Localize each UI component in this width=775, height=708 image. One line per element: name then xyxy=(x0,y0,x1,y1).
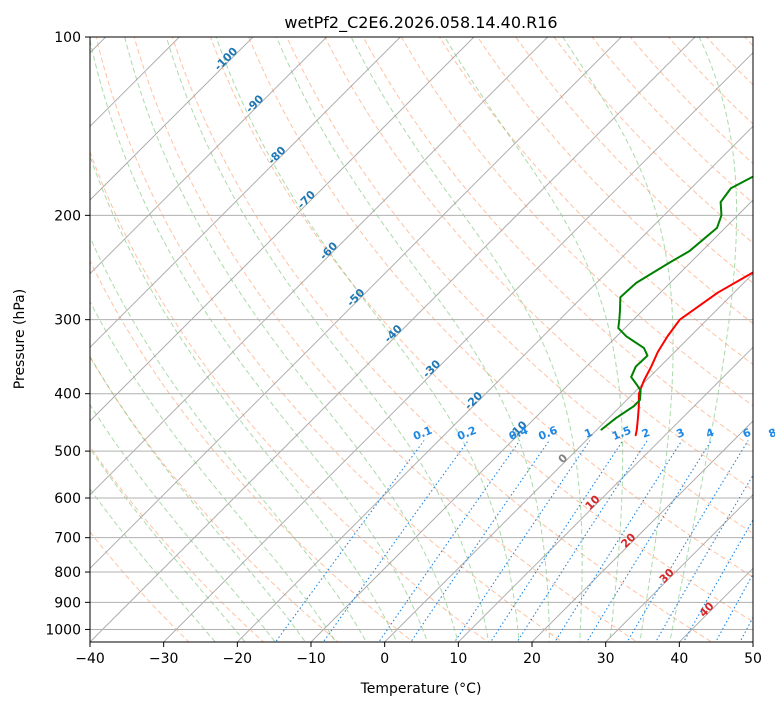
dry-adiabat-line xyxy=(133,37,638,642)
isotherm-line xyxy=(90,37,475,422)
mixing-ratio-label: 2 xyxy=(640,426,652,441)
isotherm-line xyxy=(90,37,549,496)
plot-area xyxy=(90,24,775,654)
y-tick-label: 300 xyxy=(54,313,81,329)
mixing-ratio-line xyxy=(453,440,591,642)
isotherm-line xyxy=(90,37,623,570)
isotherm-line xyxy=(383,272,753,642)
dry-adiabat-line xyxy=(553,37,753,244)
moist-adiabat-line xyxy=(669,37,738,642)
mixing-ratio-line xyxy=(758,441,775,654)
x-tick-label: −30 xyxy=(149,651,179,667)
x-tick-label: 10 xyxy=(449,651,467,667)
dry-adiabat-line xyxy=(477,37,753,325)
pressure-gridlines xyxy=(90,37,753,630)
y-tick-label: 700 xyxy=(54,531,81,547)
y-tick-label: 100 xyxy=(54,30,81,46)
mixing-ratio-line xyxy=(626,440,749,642)
mixing-ratio-line xyxy=(489,440,624,642)
isotherm-line xyxy=(90,37,328,275)
isotherm-line xyxy=(310,199,753,642)
isotherm-line xyxy=(604,493,753,642)
profile-series xyxy=(600,175,753,437)
dry-adiabat-line xyxy=(515,37,753,284)
y-tick-label: 600 xyxy=(54,491,81,507)
chart-title: wetPf2_C2E6.2026.058.14.40.R16 xyxy=(284,13,557,33)
dry-adiabat-line xyxy=(90,150,489,642)
mixing-ratio-line xyxy=(274,440,425,642)
y-axis-label: Pressure (hPa) xyxy=(12,289,28,389)
moist-adiabat-line xyxy=(215,37,520,642)
x-tick-label: 40 xyxy=(670,651,688,667)
mixing-ratio-line xyxy=(655,474,753,642)
isotherm-line xyxy=(236,125,753,642)
mixing-ratio-line xyxy=(586,440,712,642)
mixing-ratio-label: 8 xyxy=(767,426,775,441)
dry-adiabat-line xyxy=(770,24,775,654)
mixing-ratio-label: 3 xyxy=(675,426,687,441)
x-tick-label: 20 xyxy=(523,651,541,667)
x-tick-label: 50 xyxy=(744,651,762,667)
dry-adiabat-line xyxy=(90,259,414,642)
dewpoint-profile-line xyxy=(600,175,753,431)
dry-adiabat-line xyxy=(171,37,713,642)
plot-background xyxy=(90,37,753,642)
isotherm-line xyxy=(531,420,753,642)
temperature-profile-line xyxy=(634,271,753,437)
x-axis-ticks: −40 −30 −20 −10 0 10 20 30 40 50 xyxy=(75,642,762,667)
isotherm-line xyxy=(162,51,753,642)
dry-adiabat-line xyxy=(209,37,753,623)
x-tick-label: −40 xyxy=(75,651,105,667)
x-axis-label: Temperature (°C) xyxy=(360,681,482,697)
dry-adiabat-line xyxy=(286,37,753,534)
dry-adiabat-line xyxy=(362,37,753,449)
isotherm-line xyxy=(90,37,402,349)
y-axis-ticks: 100 200 300 400 500 600 700 800 900 1000 xyxy=(45,30,90,638)
mixing-ratio-line xyxy=(378,440,521,642)
dry-adiabat-line xyxy=(324,37,753,491)
y-tick-label: 800 xyxy=(54,565,81,581)
mixing-ratio-line xyxy=(682,518,753,642)
x-tick-label: 30 xyxy=(597,651,615,667)
x-tick-label: −10 xyxy=(296,651,326,667)
y-tick-label: 200 xyxy=(54,208,81,224)
mixing-ratio-lines xyxy=(274,440,775,654)
moist-adiabat-line xyxy=(90,235,367,642)
dry-adiabat-line xyxy=(591,37,753,204)
y-tick-label: 500 xyxy=(54,444,81,460)
dry-adiabat-line xyxy=(95,37,564,642)
mixing-ratio-line xyxy=(410,440,550,642)
isotherm-line xyxy=(90,37,696,642)
mixing-ratio-label: 1 xyxy=(582,426,594,441)
y-tick-label: 1000 xyxy=(45,622,81,638)
moist-adiabat-line xyxy=(90,355,307,642)
x-tick-label: −20 xyxy=(223,651,253,667)
plot-frame xyxy=(89,36,754,643)
isotherm-line xyxy=(90,37,254,201)
x-tick-label: 0 xyxy=(380,651,389,667)
y-tick-label: 400 xyxy=(54,387,81,403)
mixing-ratio-line xyxy=(715,573,753,642)
dry-adiabat-line xyxy=(90,356,339,642)
isotherms xyxy=(90,37,753,642)
y-tick-label: 900 xyxy=(54,595,81,611)
